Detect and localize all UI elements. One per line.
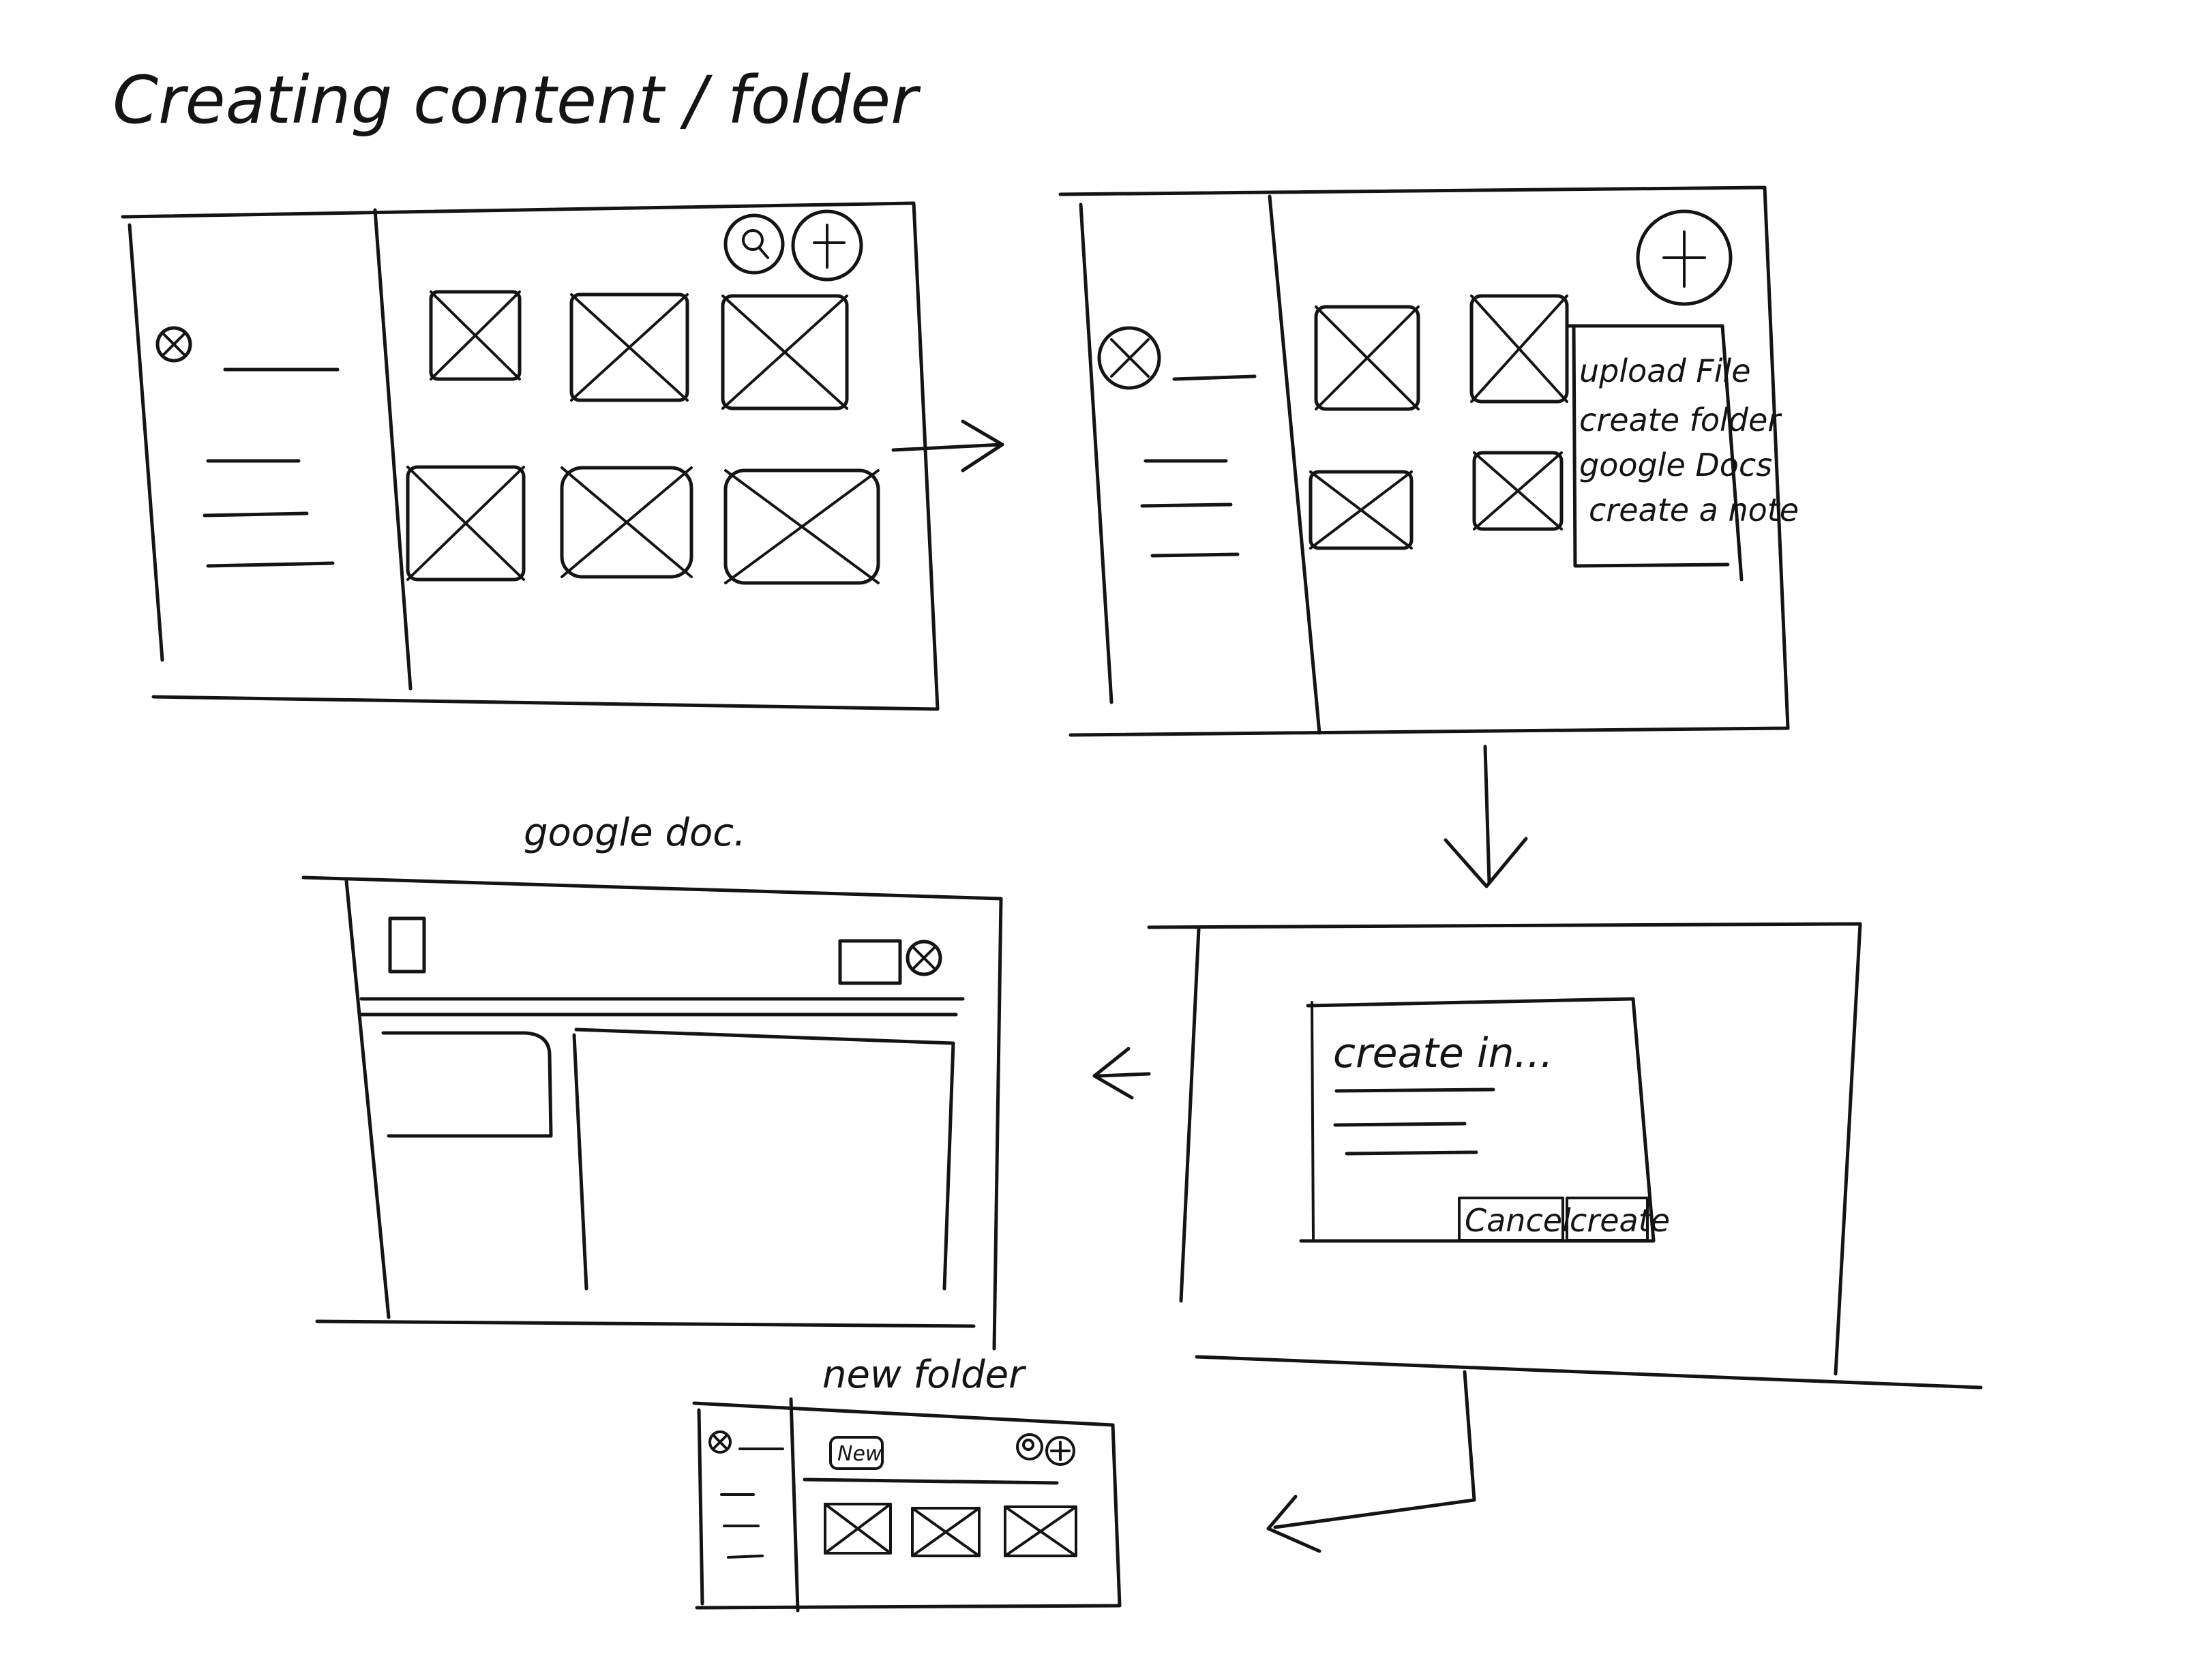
location-option[interactable] — [1345, 1150, 1478, 1156]
create-button[interactable]: create — [1566, 1197, 1670, 1242]
location-option[interactable] — [1333, 1122, 1467, 1127]
search-icon[interactable] — [723, 213, 785, 275]
thumbnail-placeholder[interactable] — [1472, 451, 1564, 531]
sidebar-divider — [1268, 194, 1321, 735]
sidebar-item[interactable] — [1150, 552, 1240, 558]
menu-item-create-note[interactable]: create a note — [1589, 492, 1799, 528]
sidebar-divider — [789, 1397, 800, 1612]
thumbnail-placeholder[interactable] — [560, 466, 693, 579]
doc-icon[interactable] — [388, 916, 426, 974]
frame-create-dialog: create in... Cancel create — [1147, 922, 1983, 1390]
frame-left-edge — [1079, 202, 1114, 704]
flow-arrow-left — [1092, 1047, 1151, 1100]
thumbnail-placeholder[interactable] — [1004, 1505, 1077, 1557]
frame-border — [692, 1401, 1122, 1610]
frame-label-google-doc: google doc. — [524, 811, 746, 855]
menu-item-google-docs[interactable]: google Docs — [1579, 447, 1772, 483]
flow-arrow-to-new-folder — [1266, 1370, 1476, 1553]
account-icon[interactable] — [906, 940, 942, 976]
sidebar-item[interactable] — [1140, 502, 1233, 508]
thumbnail-placeholder[interactable] — [1314, 305, 1420, 411]
sidebar-username-line — [1172, 374, 1257, 381]
cancel-button[interactable]: Cancel — [1458, 1197, 1571, 1242]
thumbnail-placeholder[interactable] — [1309, 470, 1414, 550]
add-dropdown-menu: upload File create folder google Docs cr… — [1566, 324, 1799, 582]
sidebar-avatar-icon[interactable] — [1097, 326, 1161, 390]
frame-border — [301, 875, 1003, 1351]
dialog-heading: create in... — [1333, 1030, 1553, 1077]
frame-border — [121, 201, 940, 711]
frame-border — [1147, 922, 1983, 1390]
frame-new-folder: new folder New — [692, 1353, 1122, 1612]
frame-label-new-folder: new folder — [822, 1353, 1026, 1397]
location-option[interactable] — [1334, 1088, 1495, 1093]
share-button[interactable] — [838, 939, 902, 985]
frame-border — [1058, 185, 1790, 737]
menu-item-create-folder[interactable]: create folder — [1579, 402, 1782, 438]
frame-left-edge — [128, 223, 164, 662]
frame-add-menu: upload File create folder google Docs cr… — [1058, 185, 1799, 737]
menu-item-upload-file[interactable]: upload File — [1579, 352, 1751, 389]
create-button-label: create — [1570, 1202, 1670, 1239]
sidebar-avatar-icon[interactable] — [708, 1430, 732, 1454]
thumbnail-placeholder[interactable] — [911, 1507, 981, 1557]
thumbnail-placeholder[interactable] — [429, 290, 522, 381]
cancel-button-label: Cancel — [1465, 1202, 1571, 1239]
doc-editor-area[interactable] — [572, 1028, 955, 1291]
frame-content-browser — [121, 201, 940, 711]
add-icon[interactable] — [1636, 209, 1733, 306]
page-title: Creating content / folder — [113, 62, 921, 138]
frame-left-edge — [697, 1408, 704, 1606]
sidebar-divider — [373, 208, 413, 691]
search-icon[interactable] — [1016, 1433, 1043, 1460]
sidebar-avatar-icon[interactable] — [155, 326, 192, 363]
header-divider — [803, 1478, 1059, 1485]
new-folder-tag-label: New — [837, 1442, 882, 1466]
add-icon[interactable] — [1045, 1436, 1075, 1466]
create-in-dialog: create in... Cancel create — [1299, 997, 1670, 1243]
thumbnail-placeholder[interactable] — [723, 468, 880, 585]
sidebar-item[interactable] — [206, 561, 335, 568]
sidebar-item[interactable] — [727, 1555, 764, 1559]
new-folder-tag[interactable]: New — [829, 1436, 884, 1470]
thumbnail-placeholder[interactable] — [406, 465, 526, 582]
thumbnail-placeholder[interactable] — [1469, 294, 1569, 404]
sidebar-item[interactable] — [203, 511, 309, 518]
flow-arrow-down — [1444, 745, 1528, 888]
thumbnail-placeholder[interactable] — [569, 292, 689, 402]
thumbnail-placeholder[interactable] — [721, 294, 849, 410]
frame-google-doc: google doc. — [301, 811, 1003, 1351]
add-icon[interactable] — [791, 209, 863, 282]
flow-arrow-right — [891, 419, 1004, 472]
thumbnail-placeholder[interactable] — [824, 1503, 892, 1555]
thumbnail-grid — [406, 290, 880, 585]
doc-outline-panel — [381, 1031, 553, 1138]
